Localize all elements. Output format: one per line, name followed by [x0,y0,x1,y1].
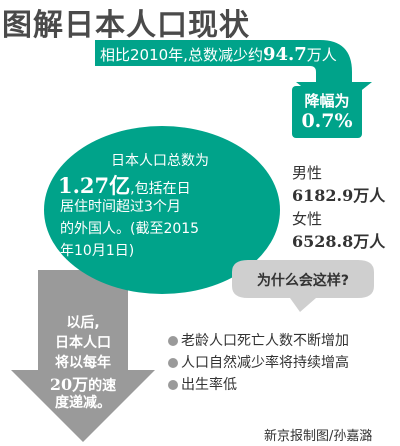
banner-text: 相比2010年,总数减少约94.7万人 [100,44,337,65]
circle-line5: 年10月1日) [60,243,135,259]
banner-prefix: 相比2010年,总数减少约 [100,46,263,64]
decline-value: 20万 [49,375,89,394]
total-population-value: 1.27亿 [58,173,131,198]
drop-rate-box [292,86,362,138]
top-banner-arrow [95,40,372,112]
reason-item: 老龄人口死亡人数不断增加 [168,330,349,350]
circle-line1: 日本人口总数为 [111,153,209,169]
banner-unit: 万人 [306,46,337,64]
reason-item: 人口自然减少率将持续增高 [168,352,349,372]
question-text: 为什么会这样? [256,273,350,289]
bullet-dot-icon [168,336,178,346]
arrow-line4-suffix: 的速 [88,378,117,394]
circle-line2-suffix: ,包括在日 [130,181,191,197]
circle-line2: 1.27亿,包括在日 [58,170,191,200]
bullet-dot-icon [168,358,178,368]
circle-line3: 居住时间超过3个月 [60,199,181,215]
down-arrow-shape [11,270,155,442]
drop-rate-label: 降幅为 [304,92,350,110]
population-circle [44,126,280,294]
reason-text: 老龄人口死亡人数不断增加 [181,333,349,349]
reason-text: 出生率低 [181,377,237,393]
male-value: 6182.9万人 [292,186,386,205]
arrow-line4: 20万的速 [18,371,148,395]
banner-value: 94.7 [262,44,307,65]
bullet-dot-icon [168,380,178,390]
drop-rate-value: 0.7% [301,110,353,132]
circle-line4: 的外国人。(截至2015 [60,221,200,237]
reason-item: 出生率低 [168,374,237,394]
arrow-line1: 以后, [66,315,100,331]
page-title: 图解日本人口现状 [2,8,250,43]
arrow-line2: 日本人口 [55,335,111,351]
arrow-line5: 度递减。 [55,395,111,411]
female-value: 6528.8万人 [292,232,386,251]
credit-text: 新京报制图/孙嘉潞 [264,429,373,444]
arrow-line3: 将以每年 [55,355,111,371]
female-label: 女性 [292,210,323,228]
question-bubble [232,260,374,312]
male-label: 男性 [292,164,323,182]
reason-text: 人口自然减少率将持续增高 [181,355,349,371]
